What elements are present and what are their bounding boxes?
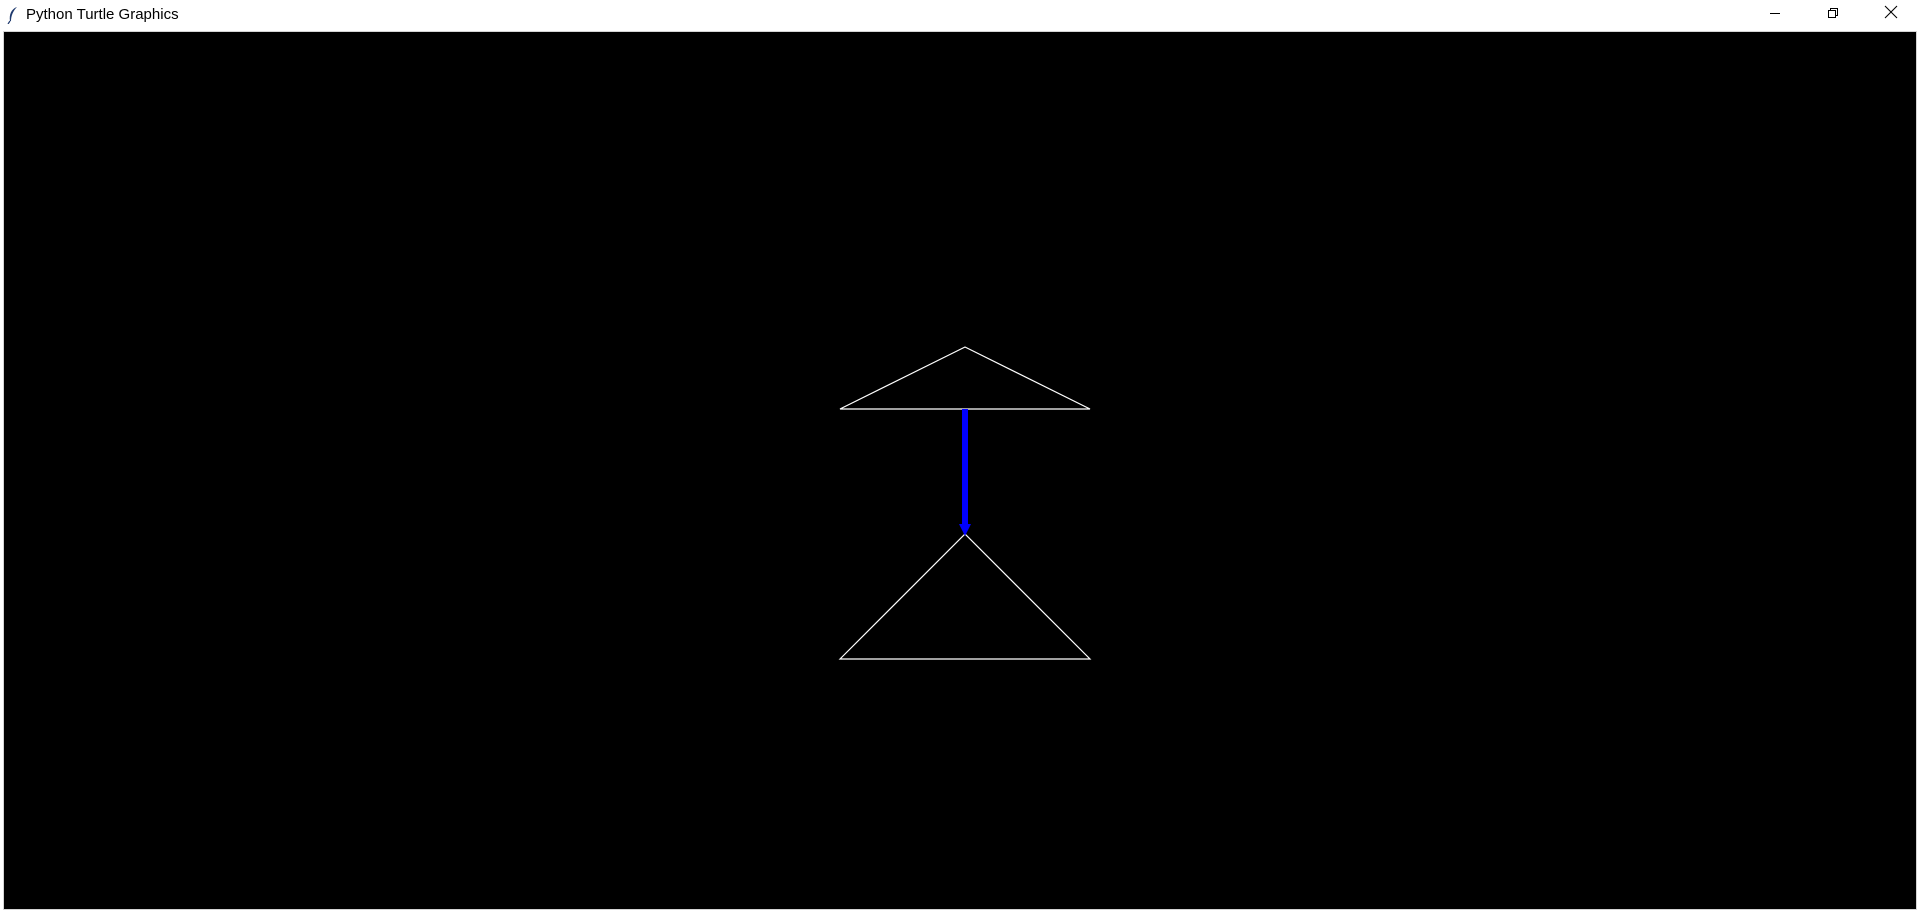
top-triangle [839, 346, 1091, 410]
turtle-canvas[interactable] [3, 31, 1917, 910]
tk-feather-icon [6, 5, 20, 25]
minimize-button[interactable] [1746, 0, 1804, 29]
close-button[interactable] [1862, 0, 1920, 29]
minimize-icon [1769, 6, 1781, 24]
close-icon [1884, 5, 1898, 24]
title-bar[interactable]: Python Turtle Graphics [0, 0, 1920, 29]
restore-icon [1827, 6, 1839, 24]
bottom-triangle [838, 533, 1092, 660]
window-controls [1746, 0, 1920, 29]
turtle-arrow-icon [959, 524, 971, 536]
restore-button[interactable] [1804, 0, 1862, 29]
window-title: Python Turtle Graphics [26, 6, 179, 23]
